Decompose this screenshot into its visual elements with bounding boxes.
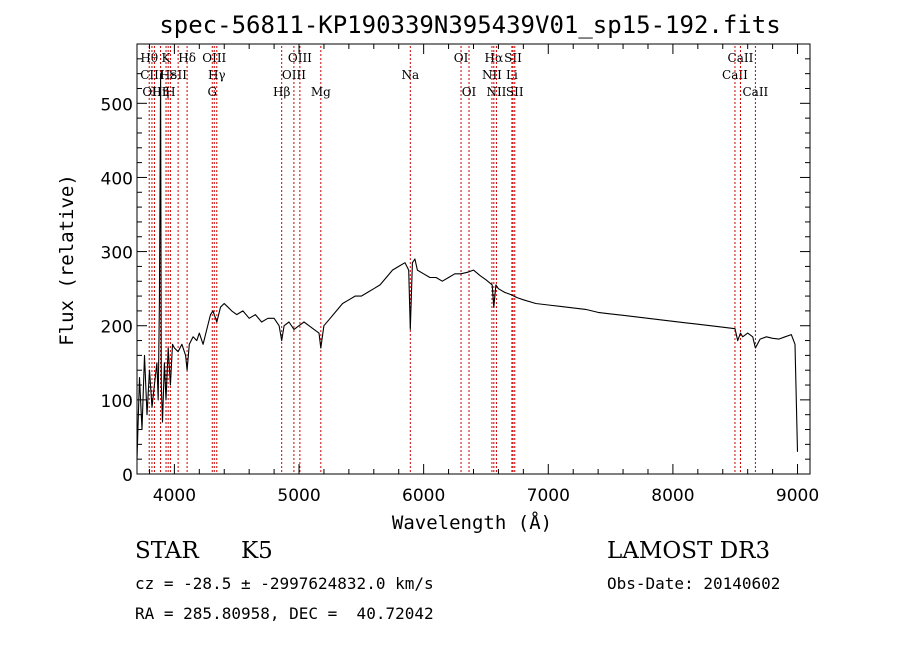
line-marker-label: SII	[504, 51, 522, 65]
line-marker-label: NII	[482, 68, 502, 82]
line-marker-label: NII	[486, 85, 506, 99]
axes	[136, 43, 811, 475]
line-marker-label: Li	[506, 68, 518, 82]
line-marker-label: OIII	[288, 51, 312, 65]
obs-date: Obs-Date: 20140602	[607, 574, 781, 593]
line-marker-label: K	[162, 51, 172, 65]
spectrum-line	[136, 73, 799, 460]
line-marker-label: G	[207, 85, 217, 99]
object-subclass: K5	[241, 538, 273, 564]
line-marker-label: Hθ	[140, 51, 158, 65]
line-marker-label: CIII	[140, 68, 164, 82]
x-tick-label: 8000	[651, 486, 694, 506]
coordinates: RA = 285.80958, DEC = 40.72042	[135, 604, 434, 623]
redshift-readout: cz = -28.5 ± -2997624832.0 km/s	[135, 574, 434, 593]
line-marker-label: Mg	[311, 85, 331, 99]
line-marker-label: Hδ	[178, 51, 196, 65]
x-tick-label: 5000	[277, 486, 320, 506]
ticks: 4000 5000 6000 7000 8000 9000 0 100 200 300 400 500	[101, 44, 819, 506]
x-tick-label: 6000	[402, 486, 445, 506]
y-tick-label: 300	[101, 244, 133, 264]
x-axis-label: Wavelength (Å)	[392, 511, 552, 534]
line-marker-label: SII	[169, 68, 187, 82]
plot-frame	[136, 43, 811, 475]
y-tick-label: 100	[101, 392, 133, 412]
line-marker-label: Na	[401, 68, 419, 82]
y-axis-label: Flux (relative)	[56, 174, 78, 346]
line-marker-label: CaII	[722, 68, 748, 82]
line-marker-label: OIII	[282, 68, 306, 82]
line-marker-label: OIII	[202, 51, 226, 65]
line-marker-label: Hε	[160, 68, 177, 82]
line-marker-label: H	[165, 85, 175, 99]
spectrum-series	[136, 73, 799, 460]
x-tick-label: 7000	[527, 486, 570, 506]
y-tick-label: 200	[101, 318, 133, 338]
line-marker-label: Hβ	[273, 85, 290, 99]
line-marker-label: OI	[454, 51, 469, 65]
line-marker-label: SII	[506, 85, 524, 99]
y-tick-label: 400	[101, 169, 133, 189]
y-tick-label: 0	[122, 466, 133, 486]
survey-name: LAMOST DR3	[607, 538, 771, 564]
x-tick-label: 9000	[776, 486, 819, 506]
line-marker-label: CaII	[742, 85, 768, 99]
x-tick-label: 4000	[153, 486, 196, 506]
object-class: STAR	[135, 538, 199, 564]
y-tick-label: 500	[101, 95, 133, 115]
line-marker-label: Hγ	[208, 68, 226, 82]
line-marker-label: CaII	[728, 51, 754, 65]
line-marker-label: OI	[462, 85, 477, 99]
line-marker-label: Hα	[485, 51, 504, 65]
chart-title: spec-56811-KP190339N395439V01_sp15-192.f…	[159, 11, 780, 39]
